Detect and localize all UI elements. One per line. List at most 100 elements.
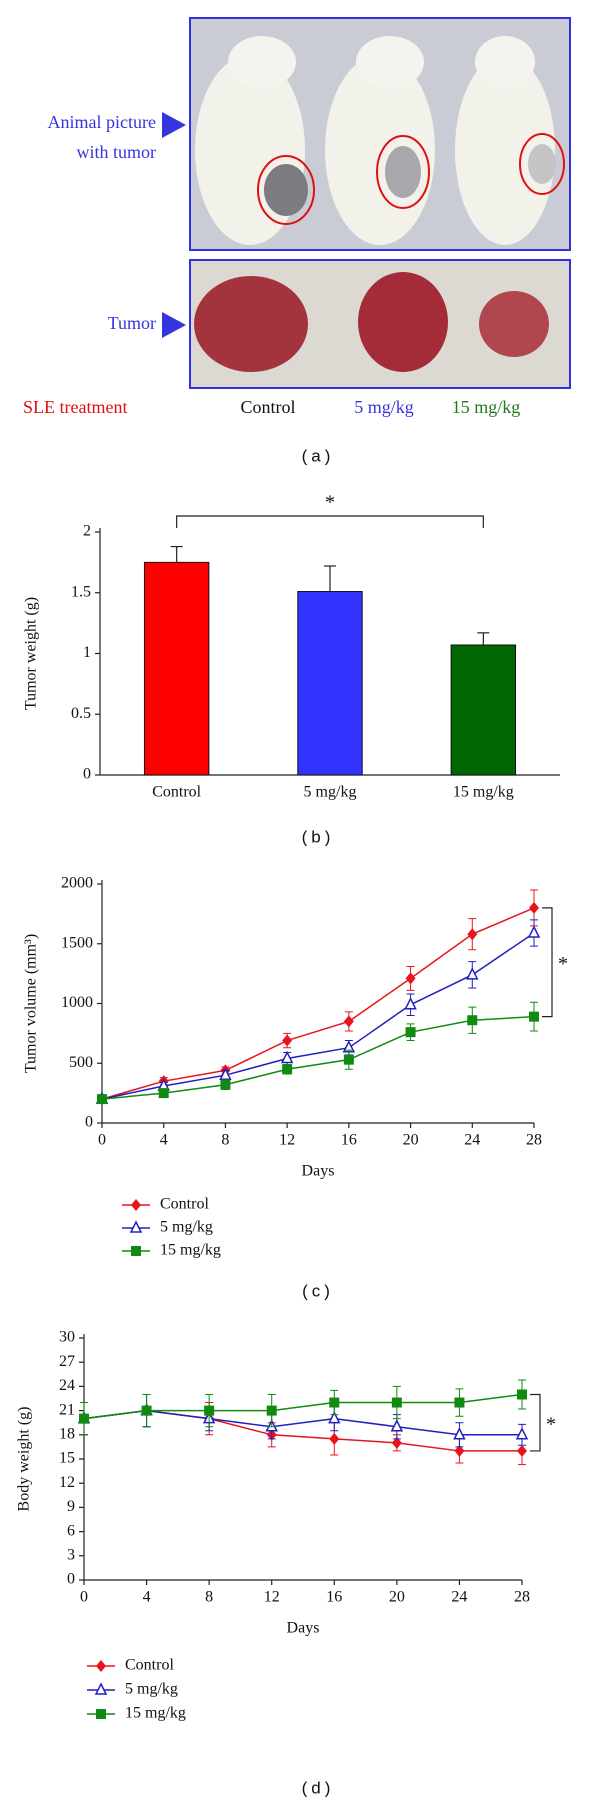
marker: [454, 1397, 465, 1408]
marker: [266, 1405, 277, 1416]
x-axis-label: Days: [287, 1620, 320, 1637]
x-tick-label: 12: [279, 1132, 295, 1149]
x-tick-label: 28: [526, 1132, 542, 1149]
marker: [515, 1427, 529, 1440]
y-tick-label: 21: [59, 1401, 75, 1418]
legend-label: 5 mg/kg: [160, 1219, 213, 1236]
marker: [141, 1405, 152, 1416]
marker: [158, 1088, 169, 1099]
marker: [204, 1405, 215, 1416]
x-tick-label: Control: [152, 784, 201, 801]
marker: [97, 1094, 107, 1105]
y-tick-label: 12: [59, 1474, 75, 1491]
group-label: Control: [240, 397, 295, 417]
marker: [343, 1054, 354, 1065]
legend-label: Control: [125, 1657, 174, 1674]
marker: [517, 1389, 527, 1400]
y-tick-label: 0.5: [71, 705, 91, 722]
series-line: [83, 1393, 523, 1420]
annotation: *: [325, 492, 335, 514]
marker: [219, 1067, 232, 1080]
x-tick-label: 8: [205, 1589, 213, 1606]
marker: [467, 1015, 478, 1026]
y-axis-label: Tumor weight (g): [23, 597, 40, 710]
y-axis-label: Tumor volume (mm³): [23, 934, 40, 1073]
pointer: [162, 112, 186, 138]
x-tick-label: 16: [326, 1589, 342, 1606]
marker: [220, 1079, 231, 1090]
legend-label: 5 mg/kg: [125, 1681, 178, 1698]
side-label: with tumor: [77, 142, 157, 162]
x-tick-label: 8: [221, 1132, 229, 1149]
marker: [343, 1015, 354, 1028]
x-tick-label: 4: [143, 1589, 151, 1606]
marker: [131, 1199, 141, 1211]
y-tick-label: 9: [67, 1498, 75, 1515]
side-label: Animal picture: [48, 112, 156, 132]
tumor-photo: [189, 259, 571, 389]
x-tick-label: 0: [98, 1132, 106, 1149]
series-line: [83, 1409, 522, 1436]
marker: [280, 1050, 294, 1064]
y-tick-label: 2: [83, 523, 91, 540]
x-tick-label: 28: [514, 1589, 530, 1606]
marker: [467, 928, 478, 941]
x-tick-label: 15 mg/kg: [453, 784, 514, 801]
annotation: *: [558, 953, 568, 975]
marker: [391, 1436, 402, 1449]
marker: [96, 1660, 106, 1672]
x-tick-label: 20: [389, 1589, 405, 1606]
legend-label: 15 mg/kg: [125, 1705, 186, 1722]
x-tick-label: 20: [403, 1132, 419, 1149]
marker: [517, 1444, 527, 1457]
y-tick-label: 1: [83, 644, 91, 661]
marker: [131, 1246, 141, 1256]
series-line: [101, 1015, 535, 1100]
group-label: 5 mg/kg: [354, 397, 414, 417]
y-tick-label: 18: [59, 1425, 75, 1442]
marker: [391, 1397, 402, 1408]
caption: (d): [302, 1778, 335, 1797]
y-tick-label: 27: [59, 1353, 75, 1370]
y-tick-label: 500: [69, 1054, 93, 1071]
x-tick-label: 5 mg/kg: [304, 784, 357, 801]
significance-bracket: [542, 907, 553, 1018]
x-tick-label: 12: [264, 1589, 280, 1606]
y-tick-label: 6: [67, 1522, 75, 1539]
marker: [404, 997, 417, 1010]
y-tick-label: 2000: [61, 875, 93, 892]
x-tick-label: 0: [80, 1589, 88, 1606]
significance-bracket: [176, 515, 484, 528]
x-tick-label: 24: [464, 1132, 480, 1149]
y-tick-label: 0: [83, 766, 91, 783]
side-label: Tumor: [108, 313, 156, 333]
series-line: [101, 932, 535, 1100]
annotation: *: [546, 1413, 556, 1435]
marker: [282, 1064, 293, 1075]
marker: [79, 1413, 89, 1424]
marker: [96, 1709, 106, 1719]
y-tick-label: 1.5: [71, 583, 91, 600]
y-tick-label: 0: [67, 1571, 75, 1588]
marker: [390, 1419, 404, 1432]
significance-bracket: [530, 1393, 541, 1452]
y-tick-label: 0: [85, 1114, 93, 1131]
marker: [529, 901, 539, 914]
x-tick-label: 24: [451, 1589, 467, 1606]
marker: [454, 1444, 465, 1457]
marker: [129, 1220, 143, 1233]
marker: [94, 1682, 108, 1695]
bar: [143, 561, 210, 776]
y-tick-label: 1000: [61, 994, 93, 1011]
marker: [529, 1011, 539, 1022]
marker: [328, 1410, 341, 1424]
y-tick-label: 30: [59, 1329, 75, 1346]
caption: (c): [302, 1281, 334, 1300]
caption: (b): [302, 827, 335, 846]
marker: [282, 1034, 293, 1047]
treatment-label: SLE treatment: [23, 397, 127, 417]
legend-label: 15 mg/kg: [160, 1242, 221, 1259]
marker: [527, 925, 541, 938]
animal-photo: [189, 17, 571, 251]
